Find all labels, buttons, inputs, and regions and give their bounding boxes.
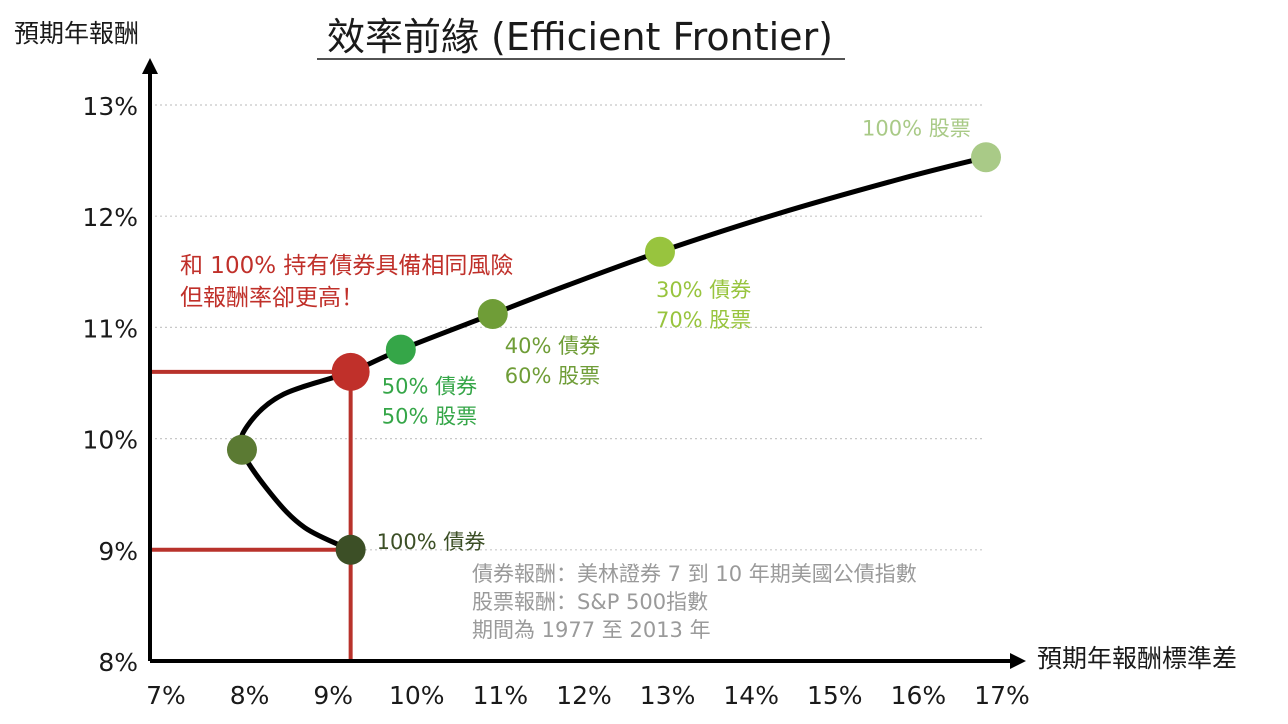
- portfolio-point: [335, 534, 366, 565]
- x-axis-arrow: [1010, 653, 1026, 669]
- y-tick-label: 10%: [82, 426, 138, 455]
- point-label: 50% 股票: [382, 405, 477, 429]
- point-label: 30% 債券: [656, 278, 751, 302]
- x-tick-label: 16%: [891, 681, 947, 710]
- x-axis-title: 預期年報酬標準差: [1037, 644, 1237, 673]
- portfolio-point: [226, 434, 257, 465]
- x-tick-label: 7%: [146, 681, 186, 710]
- reference-lines: [150, 369, 353, 661]
- y-tick-label: 12%: [82, 203, 138, 232]
- note-line-2: 股票報酬：S&P 500指數: [472, 590, 708, 614]
- portfolio-point: [331, 352, 370, 391]
- x-tick-label: 10%: [389, 681, 445, 710]
- portfolio-points: [226, 142, 1001, 565]
- x-tick-label: 14%: [723, 681, 779, 710]
- x-tick-label: 17%: [974, 681, 1030, 710]
- x-tick-label: 9%: [313, 681, 353, 710]
- x-tick-label: 11%: [473, 681, 529, 710]
- axes: 7% 8% 9% 10% 11% 12% 13% 14% 15% 16% 17% 8% 9% 10% 11%…: [82, 58, 1030, 710]
- note-line-3: 期間為 1977 至 2013 年: [472, 618, 711, 642]
- point-label: 50% 債券: [382, 375, 477, 399]
- portfolio-point: [385, 334, 416, 365]
- note-line-1: 債券報酬：美林證券 7 到 10 年期美國公債指數: [472, 562, 917, 586]
- annotation-line-1: 和 100% 持有債券具備相同風險: [180, 253, 513, 279]
- x-tick-label: 8%: [230, 681, 270, 710]
- x-tick-label: 15%: [807, 681, 863, 710]
- point-labels: 100% 債券 50% 債券 50% 股票 40% 債券 60% 股票 30% 債券 70%…: [377, 116, 971, 554]
- y-axis-title: 預期年報酬: [14, 19, 139, 48]
- y-tick-label: 8%: [98, 648, 138, 677]
- point-label: 70% 股票: [656, 308, 751, 332]
- point-label: 100% 股票: [862, 116, 971, 140]
- grid-layer: [150, 104, 985, 551]
- chart-title: 效率前緣 (Efficient Frontier): [327, 15, 833, 59]
- point-label: 100% 債券: [377, 530, 486, 554]
- y-tick-label: 9%: [98, 537, 138, 566]
- x-tick-label: 12%: [556, 681, 612, 710]
- point-label: 40% 債券: [505, 334, 600, 358]
- y-tick-label: 11%: [82, 314, 138, 343]
- portfolio-point: [971, 142, 1001, 173]
- portfolio-point: [477, 299, 508, 330]
- annotation: 和 100% 持有債券具備相同風險 但報酬率卻更高！: [180, 253, 513, 311]
- point-label: 60% 股票: [505, 364, 600, 388]
- y-axis-arrow: [142, 58, 158, 74]
- x-tick-label: 13%: [640, 681, 696, 710]
- portfolio-point: [644, 236, 675, 267]
- source-notes: 債券報酬：美林證券 7 到 10 年期美國公債指數 股票報酬：S&P 500指數…: [472, 562, 917, 642]
- annotation-line-2: 但報酬率卻更高！: [180, 285, 364, 311]
- y-tick-label: 13%: [82, 92, 138, 121]
